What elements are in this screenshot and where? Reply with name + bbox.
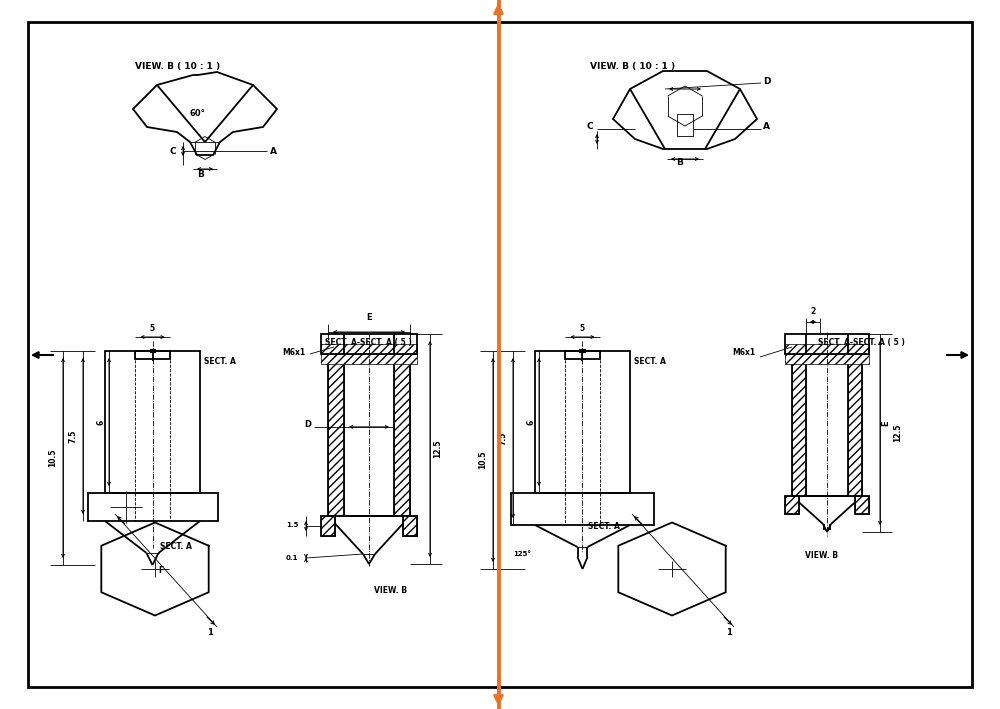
Bar [855,496,869,514]
Bar [403,516,417,536]
Bar [785,354,869,364]
Bar [328,354,410,516]
Text: 1: 1 [207,628,213,637]
Bar [848,354,862,496]
Text: M6x1: M6x1 [732,348,755,357]
Text: C: C [169,147,176,155]
Text: 5: 5 [150,324,155,333]
Text: 7.5: 7.5 [69,430,78,442]
Text: VIEW. B: VIEW. B [374,586,407,595]
Text: 0.1: 0.1 [286,555,298,561]
Text: 6: 6 [526,420,536,425]
Text: 6: 6 [96,420,106,425]
Bar [321,354,417,364]
Text: 60°: 60° [189,109,205,118]
Bar [344,354,394,516]
Bar [677,114,693,136]
Text: 1.5: 1.5 [286,522,298,528]
Text: SECT. A: SECT. A [588,522,620,531]
Text: D: D [304,420,311,430]
Bar [792,354,862,496]
Text: SECT. A-SECT. A ( 5 ): SECT. A-SECT. A ( 5 ) [325,338,412,347]
Bar [403,516,417,536]
Bar [135,351,170,359]
Bar [855,496,869,514]
Text: VIEW. B: VIEW. B [805,551,838,560]
Text: 10.5: 10.5 [49,449,58,467]
Bar [511,493,654,525]
Text: 7.5: 7.5 [498,431,508,445]
Polygon shape [321,516,363,558]
Text: 1: 1 [726,628,732,637]
Bar [328,354,344,516]
Text: SECT. A-SECT. A ( 5 ): SECT. A-SECT. A ( 5 ) [818,338,905,347]
Text: A: A [763,122,770,131]
Text: A: A [270,147,277,155]
Text: SECT. A: SECT. A [204,357,236,366]
Bar [321,334,417,354]
Bar [785,496,799,514]
Text: F: F [158,566,164,575]
Bar [785,344,869,354]
Bar [321,516,335,536]
Text: 12.5: 12.5 [893,424,902,442]
Text: B: B [198,170,204,179]
Text: VIEW. B ( 10 : 1 ): VIEW. B ( 10 : 1 ) [135,62,220,71]
Text: SECT. A: SECT. A [160,542,192,551]
Text: 125°: 125° [513,551,531,557]
Bar [785,334,869,354]
Text: 5: 5 [580,324,585,333]
Bar [321,344,417,354]
Bar [792,354,806,496]
Bar [806,354,848,496]
Text: 2: 2 [810,307,816,316]
Text: 12.5: 12.5 [434,440,442,458]
Text: E: E [882,420,891,426]
Text: 10.5: 10.5 [479,451,488,469]
Bar [88,493,218,521]
Bar [394,354,410,516]
Polygon shape [375,516,417,558]
Bar [565,351,600,359]
Polygon shape [785,496,823,528]
Text: E: E [366,313,372,322]
Bar [105,351,200,493]
Bar [785,496,799,514]
Text: D: D [763,77,770,86]
Text: SECT. A: SECT. A [634,357,666,366]
Text: C: C [587,122,594,131]
Text: M6x1: M6x1 [282,348,305,357]
Bar [535,351,630,493]
Text: B: B [677,158,683,167]
Bar [321,516,335,536]
Text: VIEW. B ( 10 : 1 ): VIEW. B ( 10 : 1 ) [590,62,675,71]
Polygon shape [831,496,869,528]
